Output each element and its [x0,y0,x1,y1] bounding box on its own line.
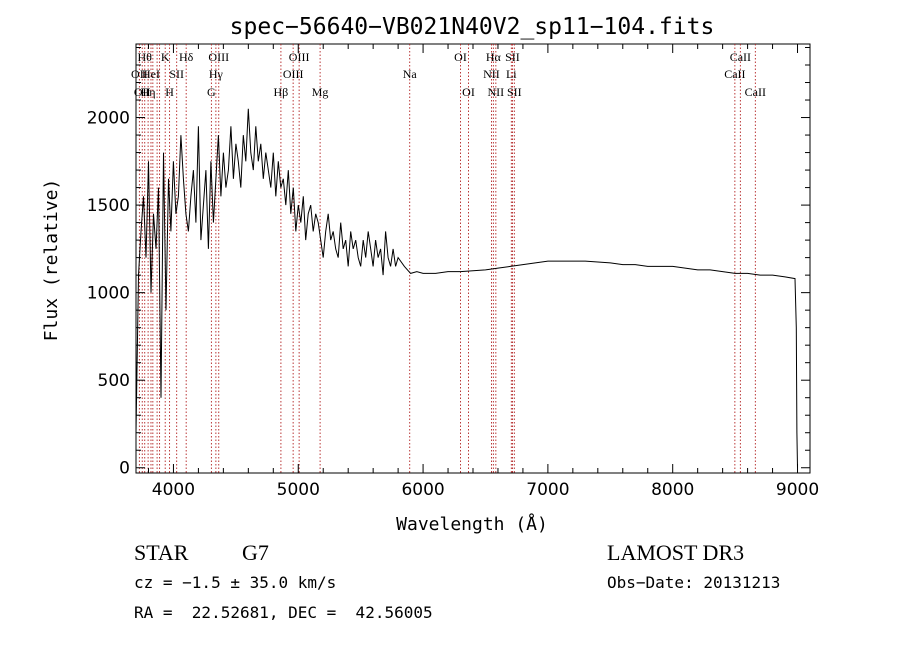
line-label: OIII [289,50,310,64]
emission-line-markers [138,44,756,473]
spectrum-line [135,108,798,468]
obs-date: Obs−Date: 20131213 [607,573,781,592]
y-tick-label: 0 [119,459,130,479]
line-label: Hα [486,50,502,64]
y-tick-label: 2000 [87,109,130,129]
line-label: OIII [283,67,304,81]
line-label: Hδ [179,50,194,64]
x-tick-label: 7000 [526,480,569,500]
line-label: OI [462,85,475,99]
x-tick-label: 6000 [401,480,444,500]
chart-title: spec−56640−VB021N40V2_sp11−104.fits [230,14,715,40]
line-label: SII [169,67,184,81]
object-class: STAR [134,540,189,565]
line-label: OII [134,85,151,99]
line-label: Na [403,67,418,81]
line-label: OI [454,50,467,64]
y-axis: 0 500 1000 1500 2000 [87,47,810,479]
x-axis: 4000 5000 6000 7000 8000 9000 [147,44,819,500]
line-label: Hθ [138,50,153,64]
line-label: NII [488,85,505,99]
plot-border [135,43,811,474]
line-label: H [165,85,174,99]
redshift-readout: cz = −1.5 ± 35.0 km/s [134,573,337,592]
line-label: NII [483,67,500,81]
x-tick-label: 4000 [152,480,195,500]
line-label: SII [507,85,522,99]
survey-name: LAMOST DR3 [607,540,745,565]
line-label: Hγ [209,67,224,81]
line-label: Hβ [274,85,289,99]
x-tick-label: 5000 [277,480,320,500]
plot-frame [135,43,811,474]
line-label: Mg [312,85,329,99]
line-label: CaII [724,67,745,81]
line-label: G [207,85,216,99]
line-label: SII [505,50,520,64]
line-label: Hη [141,85,156,99]
y-tick-label: 500 [98,371,130,391]
coordinates: RA = 22.52681, DEC = 42.56005 [134,603,433,622]
line-label: HeI [142,67,160,81]
object-subclass: G7 [242,540,269,565]
line-label: CaII [745,85,766,99]
x-axis-label: Wavelength (Å) [396,513,548,535]
y-tick-label: 1500 [87,196,130,216]
line-label: K [161,50,170,64]
line-label: OII [131,67,148,81]
y-tick-label: 1000 [87,284,130,304]
y-axis-label: Flux (relative) [41,179,62,342]
x-tick-label: 8000 [651,480,694,500]
line-label: CaII [730,50,751,64]
x-tick-label: 9000 [776,480,819,500]
line-label: Li [506,67,517,81]
line-label: OIII [208,50,229,64]
